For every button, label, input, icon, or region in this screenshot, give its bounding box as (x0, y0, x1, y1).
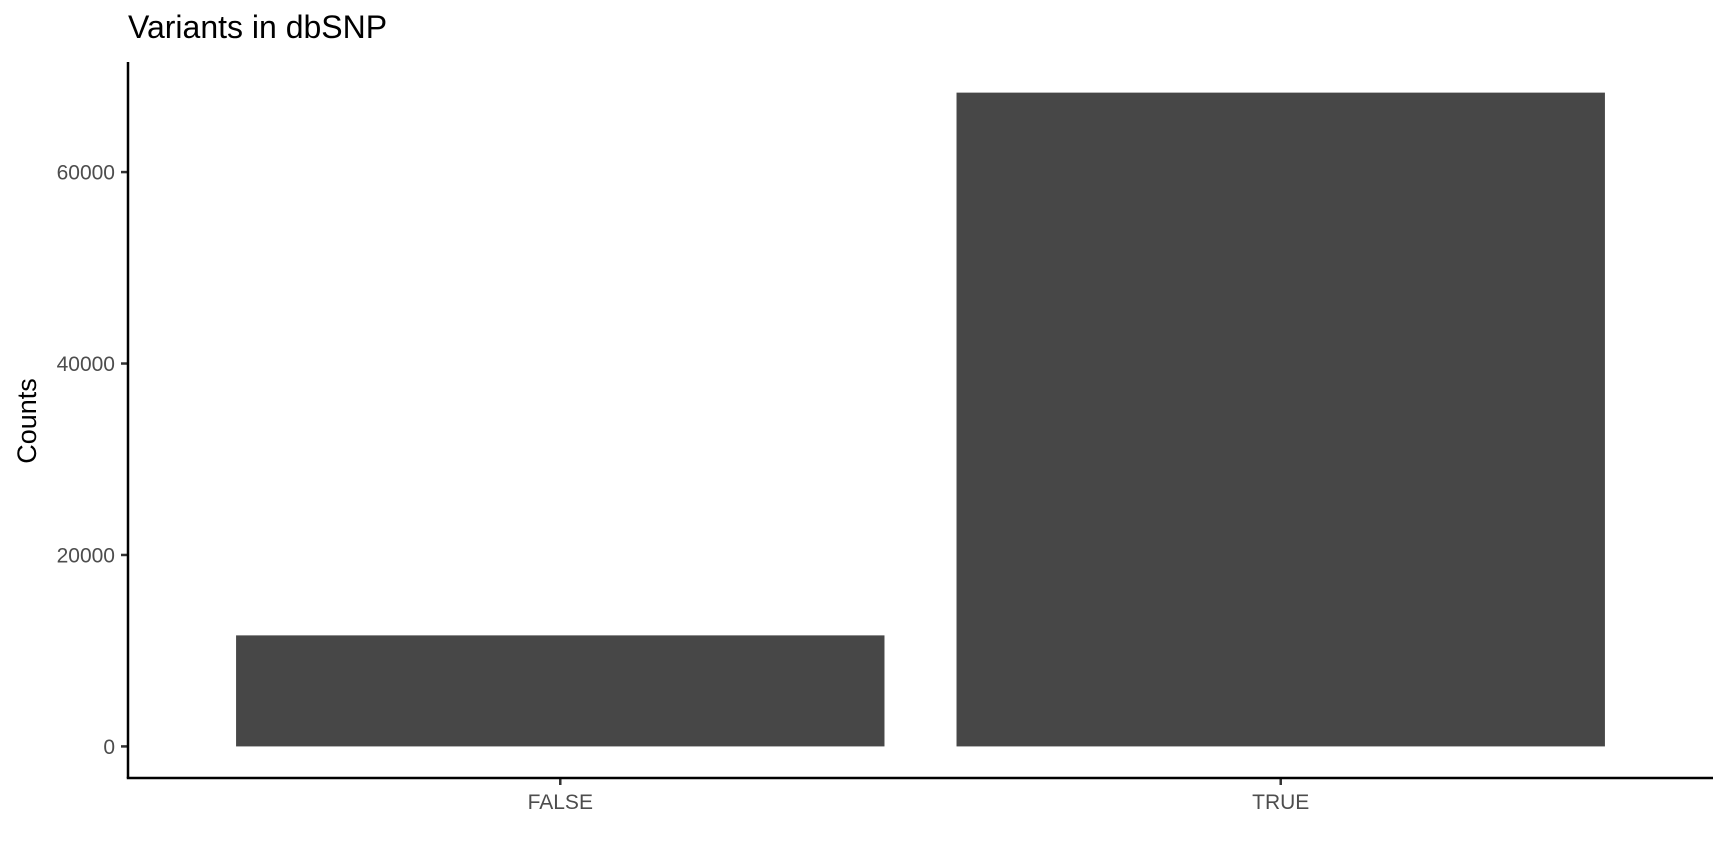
y-axis-ticks: 0 20000 40000 60000 (57, 162, 128, 759)
y-axis-label: Counts (12, 378, 42, 464)
bar-false (236, 635, 885, 747)
bars-group (236, 92, 1605, 747)
x-tick-label: TRUE (1252, 791, 1309, 814)
y-tick-label: 20000 (57, 544, 115, 567)
y-tick-label: 60000 (57, 162, 115, 185)
x-tick-label: FALSE (528, 791, 593, 814)
y-tick-label: 0 (103, 736, 115, 759)
bar-true (956, 92, 1605, 747)
chart-title: Variants in dbSNP (128, 9, 387, 45)
x-axis-ticks: FALSE TRUE (528, 778, 1309, 814)
y-tick-label: 40000 (57, 353, 115, 376)
